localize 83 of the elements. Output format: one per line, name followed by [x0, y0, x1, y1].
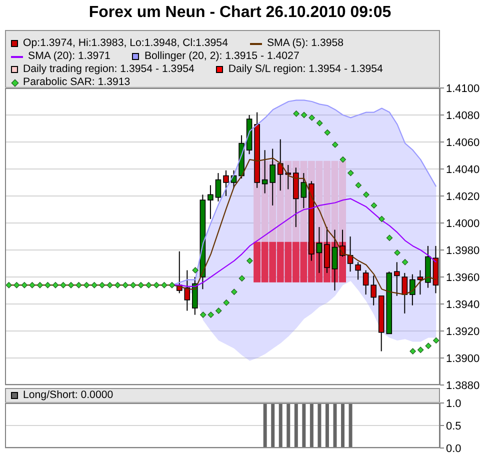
point [231, 288, 238, 295]
candlestick [355, 262, 361, 280]
legend-label: SMA (20): 1.3971 [28, 50, 110, 63]
point [300, 112, 308, 118]
point [161, 282, 168, 288]
point [114, 282, 121, 288]
point [91, 282, 98, 288]
point [106, 282, 113, 288]
candlestick [362, 270, 369, 296]
y-tick-label: 1.4040 [446, 164, 480, 176]
y-tick-label: 1.3960 [446, 272, 480, 284]
y-tick-label: 0.5 [446, 420, 462, 432]
candlestick [402, 272, 408, 314]
point [200, 312, 206, 318]
point [308, 114, 315, 121]
legend-label: Op:1.3974, Hi:1.3983, Lo:1.3948, Cl:1.3954 [23, 37, 228, 50]
point [146, 282, 152, 288]
point [29, 282, 36, 288]
y-tick-label: 1.3980 [446, 244, 480, 257]
y-tick-label: 1.3880 [446, 380, 480, 392]
point [340, 156, 346, 163]
point [60, 282, 66, 288]
point [216, 308, 222, 314]
y-tick-label: 1.4020 [446, 190, 480, 203]
legend-label: Long/Short: 0.0000 [23, 389, 114, 402]
point [348, 170, 354, 176]
point [153, 282, 160, 288]
point [417, 346, 424, 353]
point [130, 282, 136, 288]
point [52, 282, 59, 288]
candlestick [215, 172, 222, 202]
point [223, 300, 230, 306]
candlestick [223, 170, 229, 196]
legend-label: Daily S/L region: 1.3954 - 1.3954 [228, 63, 383, 76]
point [324, 129, 330, 136]
point [363, 192, 370, 198]
point [316, 120, 323, 126]
y-tick-label: 1.3920 [446, 326, 480, 338]
y-tick-label: 1.3900 [446, 352, 480, 365]
candlestick [394, 262, 400, 296]
point [122, 282, 128, 288]
point [138, 282, 144, 288]
point [6, 282, 12, 288]
y-tick-label: 1.4060 [446, 136, 480, 149]
y-tick-label: 1.4100 [446, 82, 480, 95]
y-tick-label: 1.4080 [446, 110, 480, 122]
candlestick [410, 274, 416, 306]
point [425, 342, 432, 349]
point [332, 142, 338, 148]
point [293, 110, 300, 117]
point [208, 312, 214, 318]
chart-title: Forex um Neun - Chart 26.10.2010 09:05 [88, 4, 392, 21]
point [370, 202, 378, 209]
point [21, 282, 28, 288]
candlestick [417, 270, 424, 296]
point [378, 216, 385, 222]
candlestick [208, 184, 214, 220]
y-tick-label: 1.0 [446, 398, 462, 410]
y-tick-label: 1.3940 [446, 298, 480, 311]
point [76, 282, 82, 288]
y-tick-label: 1.4000 [446, 218, 480, 230]
candlestick [370, 275, 376, 306]
legend-label: SMA (5): 1.3958 [266, 37, 344, 50]
point [44, 282, 51, 288]
point [68, 282, 74, 288]
point [386, 234, 393, 241]
legend-label: Bollinger (20, 2): 1.3915 - 1.4027 [144, 50, 300, 63]
point [246, 258, 253, 264]
point [238, 275, 246, 282]
point [83, 282, 90, 288]
point [410, 348, 416, 354]
legend-label: Parabolic SAR: 1.3913 [23, 76, 130, 89]
point [355, 182, 362, 188]
point [192, 267, 198, 274]
y-tick-label: 0.0 [446, 442, 462, 455]
point [36, 282, 44, 288]
point [402, 259, 408, 266]
point [99, 282, 106, 288]
legend-label: Daily trading region: 1.3954 - 1.3954 [23, 63, 194, 76]
point [14, 282, 20, 288]
point [433, 337, 440, 344]
point [394, 250, 400, 256]
point [168, 282, 176, 288]
